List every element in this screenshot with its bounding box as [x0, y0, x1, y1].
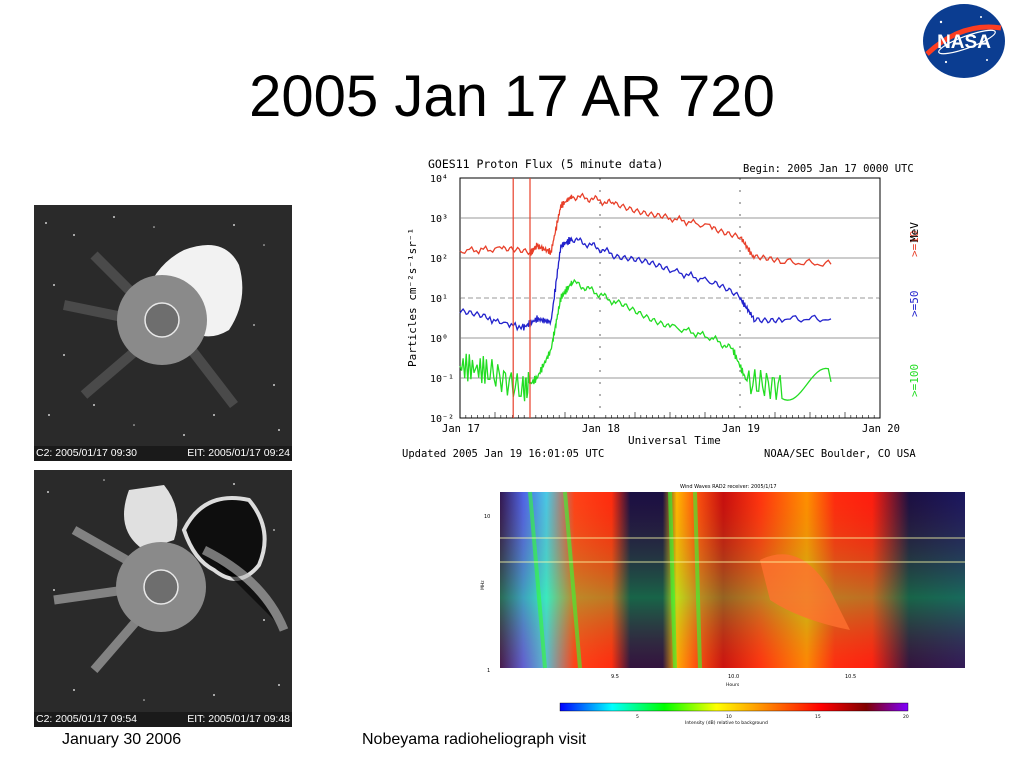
wind-x-axis-label: Hours — [726, 682, 740, 688]
wind-x-tick-3: 10.5 — [845, 674, 856, 680]
coronagraph-image-1: C2: 2005/01/17 09:30 EIT: 2005/01/17 09:… — [34, 205, 292, 461]
colorbar-tick-10: 10 — [726, 714, 732, 720]
wind-x-tick-1: 9.5 — [611, 674, 619, 680]
goes-y-tick: 10² — [430, 254, 448, 265]
goes-proton-flux-chart: GOES11 Proton Flux (5 minute data) Begin… — [398, 152, 936, 462]
goes-x-axis-label: Universal Time — [628, 434, 721, 447]
goes-x-tick-labels: Jan 17 Jan 18 Jan 19 Jan 20 — [442, 423, 900, 435]
wind-waves-spectrogram: Wind Waves RAD2 receiver: 2005/1/17 10 1… — [470, 480, 970, 730]
wind-y-axis-label: MHz — [480, 580, 486, 590]
goes-y-tick: 10⁴ — [430, 174, 448, 185]
footer-title: Nobeyama radioheliograph visit — [362, 731, 587, 748]
footer-date: January 30 2006 — [62, 731, 182, 748]
goes-begin-time: Begin: 2005 Jan 17 0000 UTC — [743, 163, 914, 175]
goes-legend-item: >=100 — [908, 364, 921, 397]
goes-y-tick: 10⁻¹ — [430, 374, 454, 385]
wind-title: Wind Waves RAD2 receiver: 2005/1/17 — [680, 484, 777, 490]
goes-legend-unit: MeV — [908, 222, 921, 242]
wind-x-tick-2: 10.0 — [728, 674, 739, 680]
goes-event-markers — [512, 178, 531, 418]
nasa-logo-text: NASA — [937, 32, 991, 53]
wind-y-tick-top: 10 — [484, 514, 490, 520]
slide-title: 2005 Jan 17 AR 720 — [249, 64, 775, 129]
eit-timestamp-1: EIT: 2005/01/17 09:24 — [187, 447, 290, 459]
goes-y-tick: 10⁰ — [430, 334, 448, 345]
c2-timestamp-1: C2: 2005/01/17 09:30 — [36, 447, 138, 459]
c2-timestamp-2: C2: 2005/01/17 09:54 — [36, 713, 138, 725]
goes-y-axis-label: Particles cm⁻²s⁻¹sr⁻¹ — [406, 228, 419, 367]
eit-timestamp-2: EIT: 2005/01/17 09:48 — [187, 713, 290, 725]
goes-credit: NOAA/SEC Boulder, CO USA — [764, 448, 916, 460]
coronagraph-cme-image-2 — [34, 470, 292, 712]
goes-updated-time: Updated 2005 Jan 19 16:01:05 UTC — [402, 448, 604, 460]
coronagraph-image-2: C2: 2005/01/17 09:54 EIT: 2005/01/17 09:… — [34, 470, 292, 727]
goes-x-tick: Jan 18 — [582, 423, 620, 435]
coronagraph-caption-1: C2: 2005/01/17 09:30 EIT: 2005/01/17 09:… — [34, 446, 292, 461]
goes-legend-item: >=50 — [908, 291, 921, 318]
goes-x-tick: Jan 17 — [442, 423, 480, 435]
goes-legend-item: >=10 — [908, 231, 921, 258]
goes-y-tick-labels: 10⁴ 10³ 10² 10¹ 10⁰ 10⁻¹ 10⁻² — [430, 174, 454, 425]
colorbar-tick-5: 5 — [636, 714, 639, 720]
goes-x-tick: Jan 19 — [722, 423, 760, 435]
goes-y-tick: 10³ — [430, 214, 448, 225]
goes-series-line-10 — [459, 192, 832, 267]
colorbar-tick-15: 15 — [815, 714, 821, 720]
wind-y-tick-bottom: 1 — [487, 668, 490, 674]
nasa-logo: NASA — [923, 4, 1005, 78]
goes-y-tick: 10⁻² — [430, 414, 454, 425]
coronagraph-caption-2: C2: 2005/01/17 09:54 EIT: 2005/01/17 09:… — [34, 712, 292, 727]
colorbar-label: Intensity (dB) relative to background — [685, 720, 768, 726]
goes-y-tick: 10¹ — [430, 294, 448, 305]
goes-x-tick: Jan 20 — [862, 423, 900, 435]
wind-colorbar — [559, 702, 909, 712]
coronagraph-cme-image-1 — [34, 205, 292, 446]
goes-chart-title: GOES11 Proton Flux (5 minute data) — [428, 157, 663, 171]
colorbar-tick-20: 20 — [903, 714, 909, 720]
goes-legend: >=10 >=50 >=100 MeV — [908, 222, 921, 397]
